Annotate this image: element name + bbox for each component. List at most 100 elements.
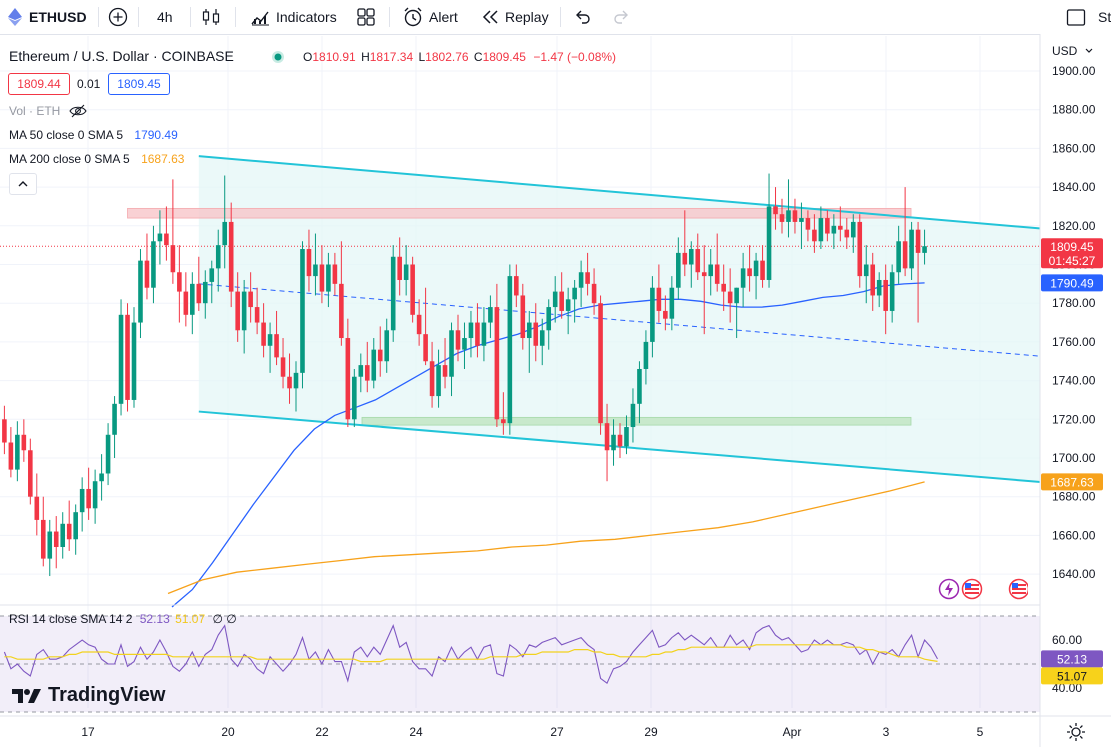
candle-body: [481, 322, 487, 346]
candle-body: [313, 264, 318, 277]
rsi-label: RSI 14 close SMA 14 2: [9, 612, 133, 626]
candle-body: [416, 314, 422, 335]
candle-body: [209, 268, 215, 282]
settings-gear-icon[interactable]: [1066, 722, 1086, 742]
candle-body: [131, 322, 137, 400]
candle-body: [902, 241, 908, 269]
redo-button[interactable]: [612, 0, 630, 34]
candle-body: [682, 252, 688, 265]
candle-body: [118, 314, 124, 404]
toolbar-divider: [190, 7, 191, 27]
candle-body: [850, 221, 856, 238]
channel-midline: [198, 283, 1055, 358]
candle-body: [196, 283, 202, 304]
bid-price: 1809.44: [17, 77, 61, 91]
undo-button[interactable]: [574, 0, 592, 34]
symbol-title: Ethereum / U.S. Dollar · COINBASE: [9, 48, 234, 64]
alert-button[interactable]: Alert: [402, 0, 458, 34]
rsi-pane: [0, 604, 1111, 713]
compare-button[interactable]: [108, 0, 128, 34]
fullscreen-button[interactable]: [1066, 0, 1086, 34]
candle-body: [663, 310, 668, 319]
candle-body: [241, 291, 247, 331]
candle-body: [449, 330, 454, 377]
candle-body: [760, 260, 765, 280]
price-tick-label: 1640.00: [1052, 567, 1096, 581]
chart-type-button[interactable]: [202, 0, 220, 34]
candle-body: [766, 206, 772, 280]
volume-legend: Vol · ETH: [9, 104, 87, 118]
tradingview-logo[interactable]: TradingView: [12, 684, 165, 707]
candle-body: [501, 419, 506, 424]
symbol-label: ETHUSD: [29, 9, 87, 25]
ma50-price-tag-text: 1790.49: [1050, 276, 1094, 290]
candle-body: [695, 249, 701, 273]
candle-body: [410, 264, 415, 315]
alarm-clock-icon: [404, 7, 422, 27]
us-flag-event-icon[interactable]: [1008, 578, 1029, 600]
candle-body: [222, 221, 228, 246]
replay-button[interactable]: Replay: [481, 0, 549, 34]
candle-body: [261, 322, 266, 346]
time-axis: 17 20 22 24 27 29 Apr 3 5: [0, 715, 1111, 739]
candle-body: [753, 260, 759, 277]
candle-body: [442, 365, 448, 377]
collapse-legend-button[interactable]: [9, 173, 37, 195]
candle-body: [559, 291, 564, 311]
last-price-tag-text: 1809.45: [1050, 240, 1094, 254]
candle-body: [805, 218, 811, 230]
top-toolbar: ETHUSD 4h Indicators Alert Replay St: [0, 0, 1111, 35]
candle-body: [235, 291, 240, 331]
channel-upper-line: [198, 155, 1055, 231]
candle-body: [280, 357, 286, 377]
candle-body: [669, 287, 675, 319]
price-axis-bg: [1040, 34, 1111, 747]
candle-body: [157, 233, 163, 242]
candle-body: [390, 256, 396, 331]
candle-body: [8, 442, 14, 470]
candle-body: [112, 403, 117, 435]
rsi-value-tag: [1041, 650, 1103, 668]
candle-body: [514, 276, 519, 296]
candle-body: [701, 272, 707, 277]
candle-body: [73, 512, 78, 540]
candle-body: [2, 419, 7, 443]
candle-body: [371, 349, 377, 381]
candle-body: [591, 283, 597, 304]
interval-button[interactable]: 4h: [157, 0, 173, 34]
candle-body: [870, 264, 876, 296]
eye-hidden-icon[interactable]: [69, 104, 87, 118]
candle-body: [598, 303, 603, 424]
candle-body: [429, 361, 435, 397]
symbol-search[interactable]: ETHUSD: [8, 0, 87, 34]
candle-body: [53, 531, 59, 548]
indicators-button[interactable]: Indicators: [250, 0, 337, 34]
candle-body: [708, 264, 714, 277]
candle-body: [377, 349, 383, 362]
candle-body: [28, 450, 33, 497]
ask-price: 1809.45: [117, 77, 161, 91]
candle-body: [578, 272, 584, 288]
ma200-price-tag-text: 1687.63: [1050, 475, 1094, 489]
buy-button[interactable]: 1809.45: [108, 73, 170, 95]
candle-body: [183, 291, 189, 315]
candle-body: [47, 531, 53, 559]
candle-body: [734, 287, 739, 304]
undo-icon: [576, 10, 590, 24]
chevron-up-icon: [18, 181, 28, 187]
currency-selector[interactable]: USD: [1052, 44, 1094, 58]
candle-body: [202, 281, 208, 304]
candle-body: [604, 423, 610, 451]
brand-name: TradingView: [48, 684, 166, 706]
candle-body: [507, 276, 513, 424]
candle-body: [546, 307, 552, 331]
candle-body: [319, 264, 325, 292]
templates-button[interactable]: [356, 0, 376, 34]
candle-body: [274, 334, 279, 358]
dividend-event-icon[interactable]: [938, 578, 960, 600]
us-flag-event-icon[interactable]: [961, 578, 983, 600]
sell-button[interactable]: 1809.44: [8, 73, 70, 95]
candle-body: [455, 330, 461, 350]
candle-body: [883, 279, 888, 311]
